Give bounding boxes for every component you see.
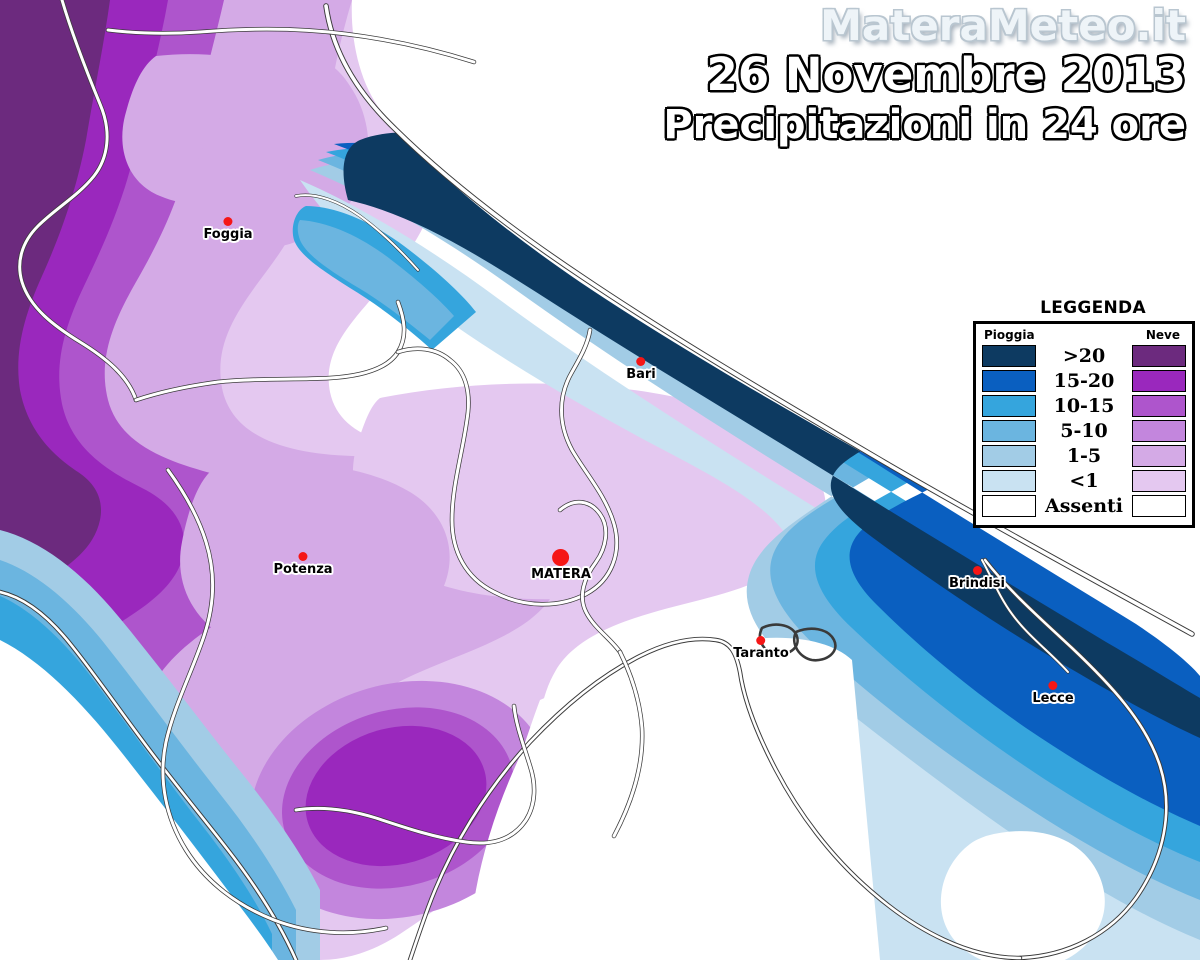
legend-row-label: 5-10 xyxy=(1060,420,1108,442)
coastline-tyrrhenian-inner xyxy=(0,590,298,960)
legend-swatch-snow xyxy=(1132,345,1186,367)
rain-notch-manfredonia-5-10 xyxy=(297,220,454,340)
border-molise-puglia-inner xyxy=(18,0,138,402)
legend-row: 1-5 xyxy=(982,444,1186,468)
legend: LEGGENDA Pioggia Neve >20 15-20 10-15 xyxy=(973,298,1195,528)
legend-swatch-rain xyxy=(982,370,1036,392)
legend-title: LEGGENDA xyxy=(1040,298,1146,318)
gargano-headland-inner xyxy=(295,194,419,271)
coastline-salento-east-inner xyxy=(983,558,1168,960)
legend-row: >20 xyxy=(982,344,1186,368)
legend-swatch-snow xyxy=(1132,470,1186,492)
legend-swatch-snow xyxy=(1132,495,1186,517)
border-campania-puglia-inner xyxy=(106,27,476,64)
snow-band-gt20 xyxy=(0,0,110,612)
border-brindisi-lecce-inner xyxy=(981,559,1069,673)
snow-pocket-potenza xyxy=(180,462,450,659)
legend-swatch-snow xyxy=(1132,370,1186,392)
coastline-adriatic-inner xyxy=(324,4,1194,636)
border-murge-inner xyxy=(558,500,622,654)
legend-swatch-rain xyxy=(982,395,1036,417)
legend-swatch-rain xyxy=(982,495,1036,517)
rain-band-gt20 xyxy=(343,132,1200,738)
rain-band-15-20 xyxy=(334,142,1200,827)
legend-row-label: 15-20 xyxy=(1053,370,1115,392)
assenti-salento-south xyxy=(940,831,1105,960)
legend-swatch-rain xyxy=(982,470,1036,492)
legend-swatch-snow xyxy=(1132,445,1186,467)
border-puglia-ionian-link-inner xyxy=(612,650,644,838)
legend-box: Pioggia Neve >20 15-20 10-15 5-10 xyxy=(973,321,1195,528)
border-basilicata-calabria-inner xyxy=(294,704,536,845)
legend-swatch-rain xyxy=(982,345,1036,367)
snow-blob-15-20-pollino xyxy=(305,725,487,867)
legend-swatch-snow xyxy=(1132,395,1186,417)
legend-column-headers: Pioggia Neve xyxy=(982,328,1186,344)
coastline-ionian-inner xyxy=(408,637,1022,960)
legend-row-label: Assenti xyxy=(1044,495,1124,517)
border-basilicata-campania-inner xyxy=(161,468,388,935)
legend-col-snow: Neve xyxy=(1145,328,1180,342)
legend-row: 5-10 xyxy=(982,419,1186,443)
assenti-gulf-taranto xyxy=(469,637,880,960)
legend-col-rain: Pioggia xyxy=(984,328,1035,342)
legend-row: 15-20 xyxy=(982,369,1186,393)
legend-swatch-rain xyxy=(982,445,1036,467)
legend-row-label: 1-5 xyxy=(1066,445,1102,467)
legend-swatch-rain xyxy=(982,420,1036,442)
legend-row: Assenti xyxy=(982,494,1186,518)
legend-row-label: 10-15 xyxy=(1053,395,1115,417)
legend-row: <1 xyxy=(982,469,1186,493)
border-basilicata-puglia-inner xyxy=(396,328,619,606)
border-basilicata-north-inner xyxy=(134,300,406,402)
legend-row: 10-15 xyxy=(982,394,1186,418)
legend-row-label: <1 xyxy=(1069,470,1099,492)
legend-swatch-snow xyxy=(1132,420,1186,442)
legend-row-label: >20 xyxy=(1062,345,1106,367)
